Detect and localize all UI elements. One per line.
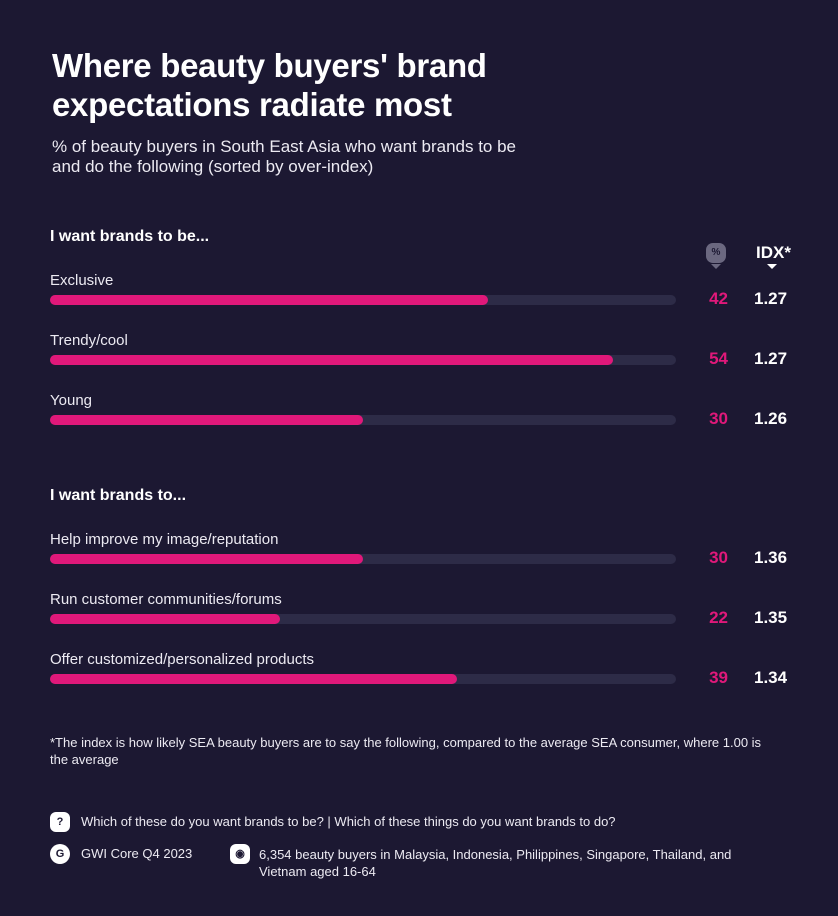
group-title: I want brands to... — [50, 487, 187, 504]
bar-track — [50, 554, 676, 564]
source-text: GWI Core Q4 2023 — [81, 846, 193, 861]
bar-value-label: 54 — [709, 349, 728, 368]
bar — [50, 554, 363, 564]
bar-label: Help improve my image/reputation — [50, 531, 279, 548]
bar-track — [50, 674, 676, 684]
people-icon: ◉ — [230, 844, 250, 864]
chart-title: Where beauty buyers' brand expectations … — [52, 47, 487, 123]
bar-value-label: 30 — [709, 409, 728, 428]
bar-label: Run customer communities/forums — [50, 591, 282, 608]
bar-value-label: 42 — [709, 289, 728, 308]
index-value-label: 1.36 — [754, 548, 788, 567]
chart-subtitle: % of beauty buyers in South East Asia wh… — [52, 137, 517, 176]
bar-track — [50, 614, 676, 624]
question-text: Which of these do you want brands to be?… — [81, 814, 616, 829]
bar-track — [50, 355, 676, 365]
index-value-label: 1.35 — [754, 608, 788, 627]
index-value-label: 1.34 — [754, 668, 788, 687]
bar — [50, 674, 457, 684]
sort-down-icon — [711, 264, 721, 269]
footnote: *The index is how likely SEA beauty buye… — [50, 735, 762, 767]
gwi-logo-icon: G — [50, 844, 70, 864]
bar-value-label: 22 — [709, 608, 728, 627]
index-value-label: 1.27 — [754, 349, 788, 368]
bar — [50, 355, 614, 365]
question-icon: ? — [50, 812, 70, 832]
sample-text: 6,354 beauty buyers in Malaysia, Indones… — [259, 847, 732, 879]
bar-track — [50, 415, 676, 425]
index-value-label: 1.26 — [754, 409, 788, 428]
idx-header: IDX* — [756, 243, 791, 262]
bar — [50, 295, 489, 305]
bar-label: Exclusive — [50, 272, 114, 289]
index-value-label: 1.27 — [754, 289, 788, 308]
bar-label: Trendy/cool — [50, 332, 128, 349]
bar-value-label: 39 — [709, 668, 728, 687]
bar-label: Young — [50, 392, 92, 409]
bar-label: Offer customized/personalized products — [50, 651, 315, 668]
sort-down-icon — [767, 264, 777, 269]
bar-value-label: 30 — [709, 548, 728, 567]
bar-track — [50, 295, 676, 305]
group-title: I want brands to be... — [50, 228, 210, 245]
bar — [50, 415, 363, 425]
bar — [50, 614, 280, 624]
percent-header-icon: % — [706, 243, 726, 263]
